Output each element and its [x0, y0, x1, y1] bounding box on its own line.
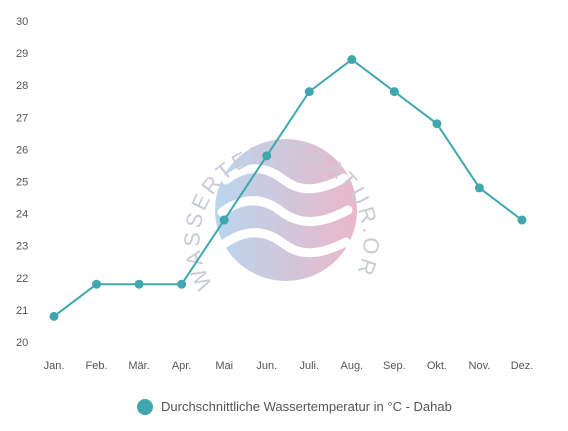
- watermark-logo: WASSERTEMPERATUR.ORG: [0, 0, 381, 294]
- y-axis: 20 21 22 23 24 25 26 27 28 29 30: [16, 16, 28, 349]
- data-point[interactable]: [517, 215, 527, 225]
- y-tick-label: 29: [16, 48, 28, 60]
- x-tick-label: Jun.: [256, 360, 277, 372]
- y-tick-label: 30: [16, 16, 28, 28]
- series-layer: [49, 55, 527, 321]
- x-tick-label: Mai: [215, 360, 233, 372]
- legend-marker: [137, 399, 153, 415]
- x-tick-label: Mär.: [128, 360, 149, 372]
- y-tick-label: 25: [16, 177, 28, 189]
- y-tick-label: 22: [16, 273, 28, 285]
- y-tick-label: 26: [16, 144, 28, 156]
- data-point[interactable]: [219, 215, 229, 225]
- x-tick-label: Jan.: [44, 360, 65, 372]
- series-line: [53, 58, 523, 318]
- data-point[interactable]: [134, 279, 144, 289]
- x-axis: Jan. Feb. Mär. Apr. Mai Jun. Juli. Aug. Sep. Okt.…: [44, 360, 534, 372]
- y-tick-label: 20: [16, 337, 28, 349]
- x-tick-label: Apr.: [172, 360, 192, 372]
- x-tick-label: Dez.: [511, 360, 534, 372]
- x-tick-label: Aug.: [340, 360, 363, 372]
- y-tick-label: 27: [16, 112, 28, 124]
- watermark-waves: [217, 164, 353, 258]
- x-tick-label: Sep.: [383, 360, 406, 372]
- y-tick-label: 28: [16, 80, 28, 92]
- y-tick-label: 24: [16, 209, 28, 221]
- legend-label: Durchschnittliche Wassertemperatur in °C…: [161, 399, 452, 414]
- data-point[interactable]: [347, 55, 357, 65]
- y-tick-label: 21: [16, 305, 28, 317]
- data-point[interactable]: [262, 151, 272, 161]
- x-tick-label: Nov.: [469, 360, 491, 372]
- data-point[interactable]: [389, 87, 399, 97]
- data-point[interactable]: [92, 279, 102, 289]
- data-point[interactable]: [474, 183, 484, 193]
- data-point[interactable]: [177, 279, 187, 289]
- legend: Durchschnittliche Wassertemperatur in °C…: [137, 399, 452, 415]
- data-point[interactable]: [432, 119, 442, 129]
- x-tick-label: Feb.: [86, 360, 108, 372]
- x-tick-label: Juli.: [299, 360, 319, 372]
- x-tick-label: Okt.: [427, 360, 447, 372]
- y-tick-label: 23: [16, 241, 28, 253]
- data-point[interactable]: [304, 87, 314, 97]
- data-point[interactable]: [49, 311, 59, 321]
